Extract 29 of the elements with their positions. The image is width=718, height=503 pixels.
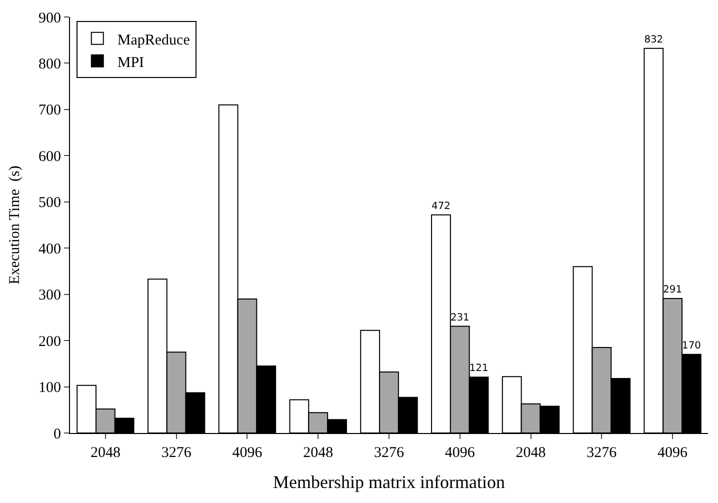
x-tick-label: 3276 <box>374 445 404 461</box>
x-tick-label: 3276 <box>161 445 192 461</box>
y-tick-label: 500 <box>38 195 61 212</box>
data-label: 472 <box>432 200 450 212</box>
data-label: 121 <box>469 363 488 374</box>
y-axis-title: Execution Time (s) <box>6 166 23 284</box>
y-tick-label: 600 <box>38 148 61 165</box>
x-tick-label: 2048 <box>303 445 334 461</box>
y-tick-label: 300 <box>38 288 61 304</box>
x-axis-title: Membership matrix information <box>273 472 505 492</box>
y-tick-label: 0 <box>54 426 61 442</box>
legend-label: MapReduce <box>117 32 190 48</box>
x-tick-label: 4096 <box>232 445 263 461</box>
x-tick-label: 4096 <box>444 445 476 461</box>
y-tick-label: 200 <box>38 334 61 350</box>
x-tick-label: 2048 <box>516 445 546 461</box>
data-label: 170 <box>682 340 701 352</box>
y-tick-label: 100 <box>38 380 61 396</box>
data-label: 832 <box>644 34 664 46</box>
y-tick-label: 400 <box>38 241 61 258</box>
data-label: 231 <box>450 312 470 324</box>
data-label: 291 <box>663 284 682 296</box>
x-tick-label: 3276 <box>586 445 618 461</box>
y-tick-label: 900 <box>38 10 61 26</box>
y-tick-label: 800 <box>38 56 61 72</box>
legend-label: MPI <box>117 54 144 71</box>
x-tick-label: 4096 <box>658 445 688 461</box>
x-tick-label: 2048 <box>90 445 120 461</box>
y-tick-label: 700 <box>38 102 61 119</box>
